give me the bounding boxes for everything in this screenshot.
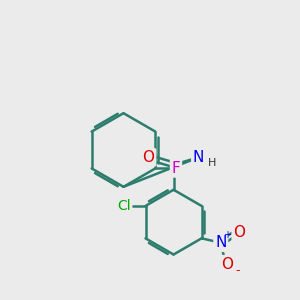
- Text: F: F: [172, 161, 180, 176]
- Text: Cl: Cl: [117, 199, 131, 213]
- Text: N: N: [193, 150, 204, 165]
- Text: -: -: [235, 264, 240, 277]
- Text: O: O: [220, 257, 232, 272]
- Text: +: +: [223, 230, 231, 239]
- Text: H: H: [208, 158, 216, 168]
- Text: N: N: [215, 235, 226, 250]
- Text: O: O: [142, 150, 154, 165]
- Text: O: O: [233, 225, 245, 240]
